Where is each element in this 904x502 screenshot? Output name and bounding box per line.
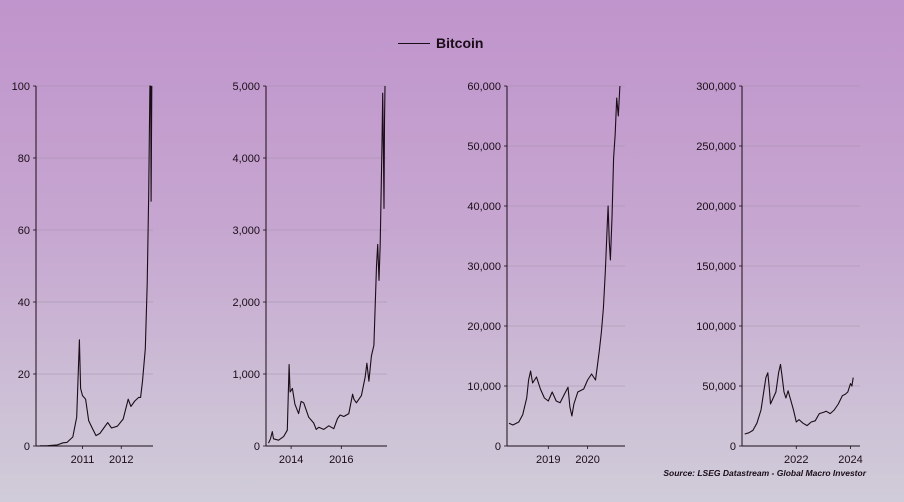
y-tick-label: 5,000 [232,81,260,93]
x-tick-label: 2014 [279,454,303,466]
y-tick-label: 80 [18,153,30,165]
y-tick-label: 150,000 [696,261,736,273]
y-tick-label: 20,000 [467,321,501,333]
y-tick-label: 40 [18,297,30,309]
y-tick-label: 50,000 [702,381,736,393]
y-tick-label: 40,000 [467,201,501,213]
y-tick-label: 60 [18,225,30,237]
x-tick-label: 2024 [838,454,862,466]
y-tick-label: 20 [18,369,30,381]
y-tick-label: 0 [24,441,30,453]
y-tick-label: 200,000 [696,201,736,213]
y-tick-label: 100 [12,81,30,93]
y-tick-label: 2,000 [232,297,260,309]
y-tick-label: 10,000 [467,381,501,393]
bitcoin-series-line [508,85,621,426]
y-tick-label: 1,000 [232,369,260,381]
chart-legend: Bitcoin [398,34,483,52]
y-tick-label: 300,000 [696,81,736,93]
x-tick-label: 2020 [575,454,599,466]
source-note: Source: LSEG Datastream - Global Macro I… [663,468,866,478]
x-tick-label: 2012 [109,454,133,466]
y-tick-label: 3,000 [232,225,260,237]
bitcoin-series-line [39,85,153,447]
x-tick-label: 2022 [784,454,808,466]
y-tick-label: 100,000 [696,321,736,333]
y-tick-label: 250,000 [696,141,736,153]
y-tick-label: 0 [730,441,736,453]
legend-label: Bitcoin [436,35,484,51]
x-tick-label: 2016 [329,454,353,466]
bitcoin-series-line [268,85,386,444]
y-tick-label: 60,000 [467,81,501,93]
y-tick-label: 4,000 [232,153,260,165]
y-tick-label: 50,000 [467,141,501,153]
y-tick-label: 30,000 [467,261,501,273]
x-tick-label: 2019 [536,454,560,466]
bitcoin-series-line [744,363,854,435]
legend-line-swatch [398,42,430,44]
y-tick-label: 0 [495,441,501,453]
x-tick-label: 2011 [71,454,95,466]
y-tick-label: 0 [254,441,260,453]
